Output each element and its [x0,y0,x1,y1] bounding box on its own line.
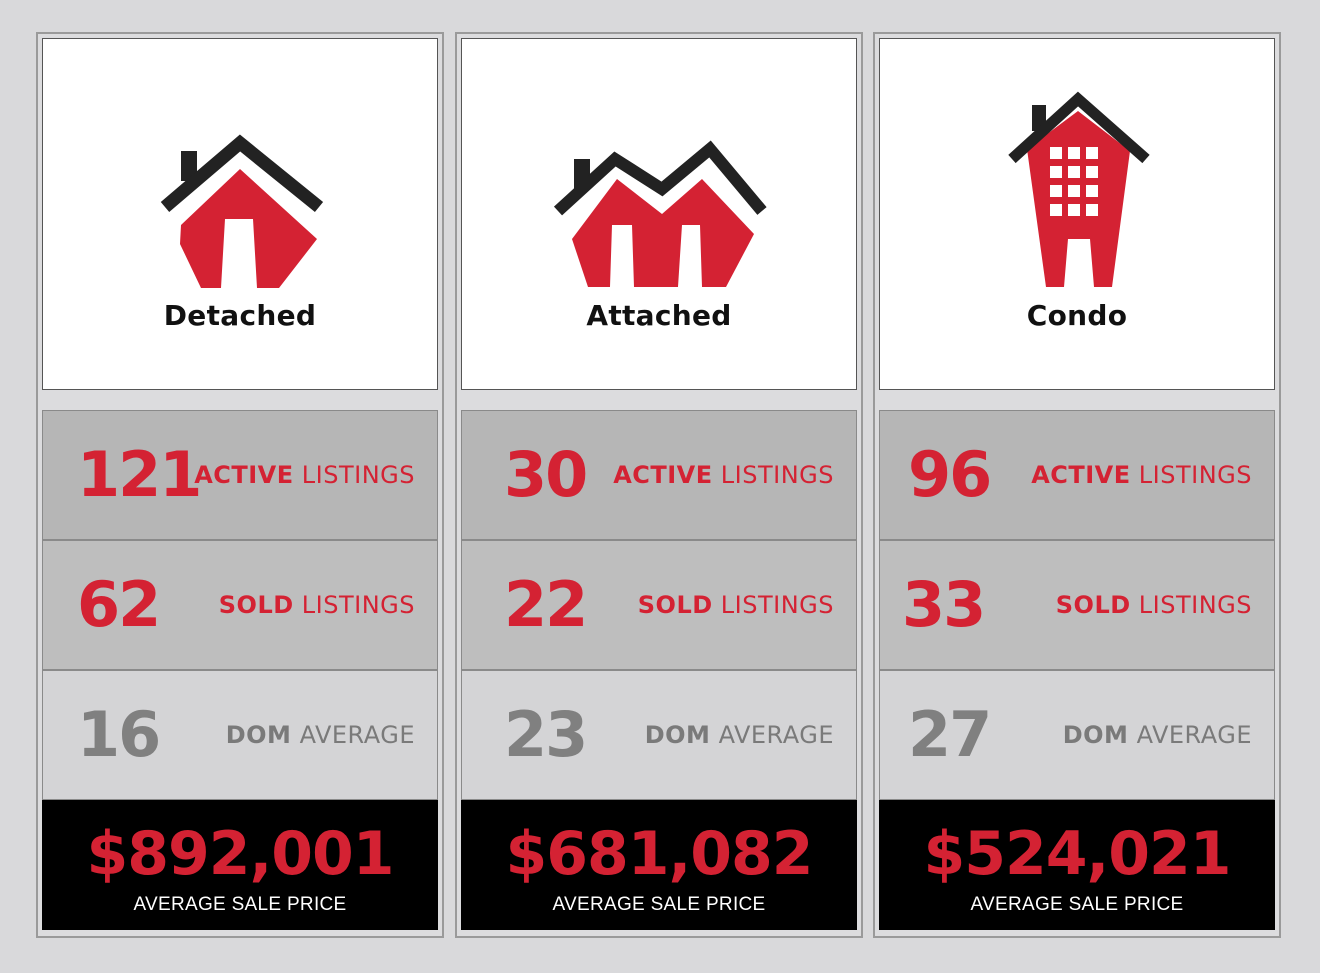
average-sale-price-label: AVERAGE SALE PRICE [970,894,1184,915]
average-sale-price-label: AVERAGE SALE PRICE [552,894,766,915]
sold-listings-count: 62 [77,568,161,641]
card-attached: Attached 30 ACTIVE LISTINGS 22 SOLD LIST… [455,32,863,938]
active-listings-label: ACTIVE LISTINGS [613,461,834,489]
condo-building-icon [1008,91,1150,287]
sold-listings-label: SOLD LISTINGS [1055,591,1252,619]
dom-average-label: DOM AVERAGE [225,721,415,749]
dom-average-row: 27 DOM AVERAGE [879,670,1275,800]
property-type-label: Attached [586,299,732,332]
card-header: Attached [461,38,857,390]
average-sale-price-box: $681,082 AVERAGE SALE PRICE [461,800,857,930]
active-listings-count: 30 [504,438,588,511]
average-sale-price-label: AVERAGE SALE PRICE [133,894,347,915]
average-sale-price-box: $524,021 AVERAGE SALE PRICE [879,800,1275,930]
active-listings-label: ACTIVE LISTINGS [194,461,415,489]
average-sale-price-value: $681,082 [505,819,813,889]
sold-listings-label: SOLD LISTINGS [218,591,415,619]
active-listings-count: 121 [77,438,202,511]
card-header: Detached [42,38,438,390]
dom-average-value: 16 [77,698,161,771]
dom-average-value: 27 [908,698,992,771]
average-sale-price-value: $524,021 [923,819,1231,889]
dom-average-label: DOM AVERAGE [1062,721,1252,749]
attached-house-icon [553,140,767,287]
active-listings-label: ACTIVE LISTINGS [1031,461,1252,489]
sold-listings-count: 22 [504,568,588,641]
sold-listings-row: 62 SOLD LISTINGS [42,540,438,670]
active-listings-row: 96 ACTIVE LISTINGS [879,410,1275,540]
dom-average-row: 16 DOM AVERAGE [42,670,438,800]
dom-average-row: 23 DOM AVERAGE [461,670,857,800]
average-sale-price-box: $892,001 AVERAGE SALE PRICE [42,800,438,930]
detached-house-icon [160,134,324,288]
card-detached: Detached 121 ACTIVE LISTINGS 62 SOLD LIS… [36,32,444,938]
property-type-label: Detached [163,299,317,332]
dom-average-label: DOM AVERAGE [644,721,834,749]
sold-listings-count: 33 [902,568,986,641]
card-header: Condo [879,38,1275,390]
active-listings-row: 121 ACTIVE LISTINGS [42,410,438,540]
dom-average-value: 23 [504,698,588,771]
sold-listings-row: 22 SOLD LISTINGS [461,540,857,670]
card-condo: Condo 96 ACTIVE LISTINGS 33 SOLD LISTING… [873,32,1281,938]
average-sale-price-value: $892,001 [86,819,394,889]
sold-listings-row: 33 SOLD LISTINGS [879,540,1275,670]
active-listings-count: 96 [908,438,992,511]
sold-listings-label: SOLD LISTINGS [637,591,834,619]
property-type-label: Condo [1026,299,1128,332]
active-listings-row: 30 ACTIVE LISTINGS [461,410,857,540]
